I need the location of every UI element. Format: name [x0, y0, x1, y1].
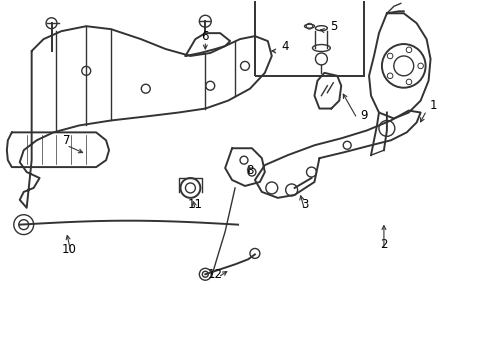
Text: 9: 9 [360, 109, 367, 122]
Text: 6: 6 [201, 30, 209, 42]
Text: 5: 5 [330, 20, 337, 33]
Bar [254, 0, 364, 76]
Text: 10: 10 [62, 243, 77, 256]
Text: 8: 8 [246, 163, 253, 176]
Text: 2: 2 [379, 238, 387, 251]
Text: 4: 4 [281, 40, 288, 53]
Text: 12: 12 [207, 268, 222, 281]
Text: 11: 11 [187, 198, 203, 211]
Text: 3: 3 [300, 198, 307, 211]
Text: 7: 7 [62, 134, 70, 147]
Text: 1: 1 [429, 99, 436, 112]
